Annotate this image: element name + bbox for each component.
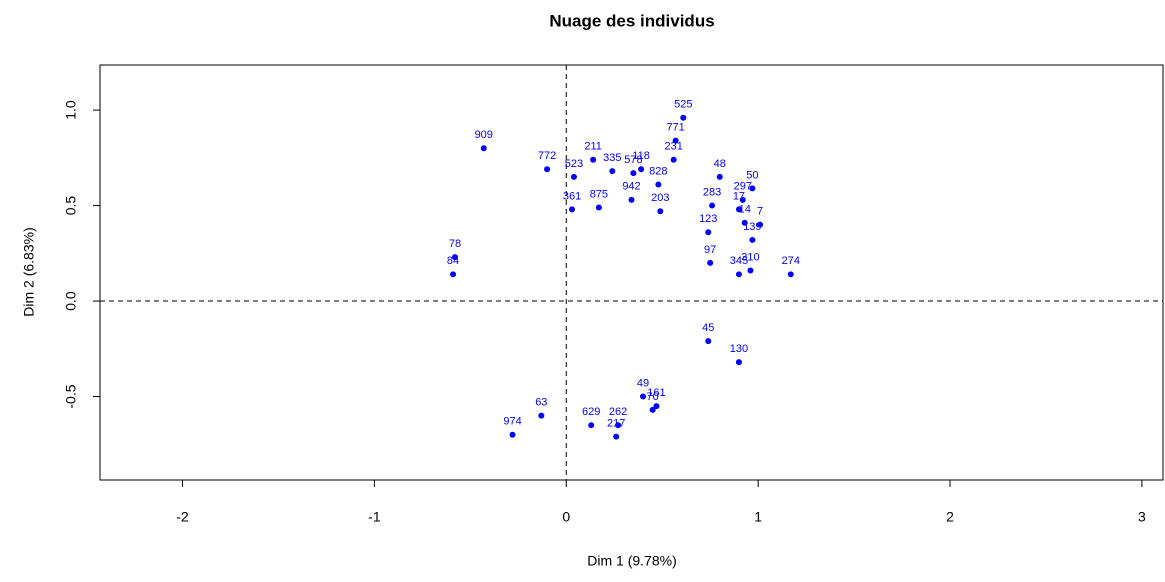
point-label: 63 [535, 397, 547, 409]
point-label: 310 [741, 251, 759, 263]
y-tick-label: 1.0 [63, 100, 79, 120]
point-label: 274 [782, 255, 800, 267]
point [787, 271, 794, 278]
x-axis-label: Dim 1 (9.78%) [587, 553, 676, 569]
point [670, 156, 677, 163]
point-label: 629 [582, 406, 600, 418]
point-label: 771 [666, 122, 684, 134]
x-tick-label: 3 [1138, 509, 1146, 525]
point-label: 942 [622, 181, 640, 193]
point [595, 204, 602, 211]
x-tick-label: 0 [562, 509, 570, 525]
point [680, 114, 687, 121]
point [480, 145, 487, 152]
point [735, 271, 742, 278]
point [716, 173, 723, 180]
point [653, 403, 660, 410]
point [735, 206, 742, 213]
point-label: 118 [632, 150, 650, 162]
point [649, 406, 656, 413]
point-label: 78 [449, 238, 461, 250]
point-label: 974 [503, 416, 521, 428]
point-label: 70 [646, 391, 658, 403]
point-label: 335 [603, 152, 621, 164]
point-label: 123 [699, 213, 717, 225]
y-tick-label: 0.0 [63, 291, 79, 311]
point-label: 161 [647, 387, 665, 399]
point [707, 259, 714, 266]
point-label: 217 [607, 418, 625, 430]
point-label: 231 [665, 141, 683, 153]
point-label: 139 [743, 221, 761, 233]
y-tick-label: -0.5 [63, 384, 79, 408]
chart-title: Nuage des individus [549, 11, 714, 30]
y-axis-label: Dim 2 (6.83%) [21, 227, 37, 316]
point-label: 203 [651, 192, 669, 204]
point [735, 359, 742, 366]
x-tick-label: 2 [946, 509, 954, 525]
point [544, 166, 551, 173]
point [569, 206, 576, 213]
point [451, 254, 458, 261]
point-label: 297 [734, 181, 752, 193]
point [609, 168, 616, 175]
point [709, 202, 716, 209]
point-label: 361 [563, 190, 581, 202]
point-label: 345 [730, 255, 748, 267]
x-tick-label: 1 [754, 509, 762, 525]
y-tick-label: 0.5 [63, 196, 79, 216]
point [741, 219, 748, 226]
point [638, 166, 645, 173]
point [588, 422, 595, 429]
point [509, 431, 516, 438]
point [747, 267, 754, 274]
point [757, 221, 764, 228]
point [628, 196, 635, 203]
point [630, 170, 637, 177]
plot-frame [99, 64, 1164, 481]
point [739, 196, 746, 203]
point-label: 828 [649, 165, 667, 177]
point [590, 156, 597, 163]
point [657, 208, 664, 215]
point [672, 137, 679, 144]
point [640, 393, 647, 400]
point-label: 97 [704, 244, 716, 256]
point [570, 173, 577, 180]
point-label: 7 [757, 206, 763, 218]
point [450, 271, 457, 278]
point-label: 283 [703, 186, 721, 198]
point-label: 525 [674, 99, 692, 111]
x-tick-label: -2 [176, 509, 189, 525]
point-label: 211 [584, 141, 602, 153]
x-tick-label: -1 [368, 509, 381, 525]
point [538, 412, 545, 419]
point-label: 14 [739, 204, 751, 216]
point-label: 49 [637, 377, 649, 389]
point-label: 772 [538, 150, 556, 162]
point-label: 45 [702, 322, 714, 334]
point [615, 422, 622, 429]
point-label: 262 [609, 406, 627, 418]
point [749, 185, 756, 192]
point-label: 875 [590, 188, 608, 200]
point [705, 338, 712, 345]
point [655, 181, 662, 188]
point [749, 236, 756, 243]
point [705, 229, 712, 236]
point-label: 50 [746, 169, 758, 181]
point-label: 130 [730, 343, 748, 355]
point-label: 578 [624, 154, 642, 166]
point [613, 433, 620, 440]
point-label: 523 [565, 158, 583, 170]
point-label: 84 [447, 255, 459, 267]
point-label: 909 [475, 129, 493, 141]
point-label: 17 [733, 190, 745, 202]
point-label: 48 [714, 158, 726, 170]
